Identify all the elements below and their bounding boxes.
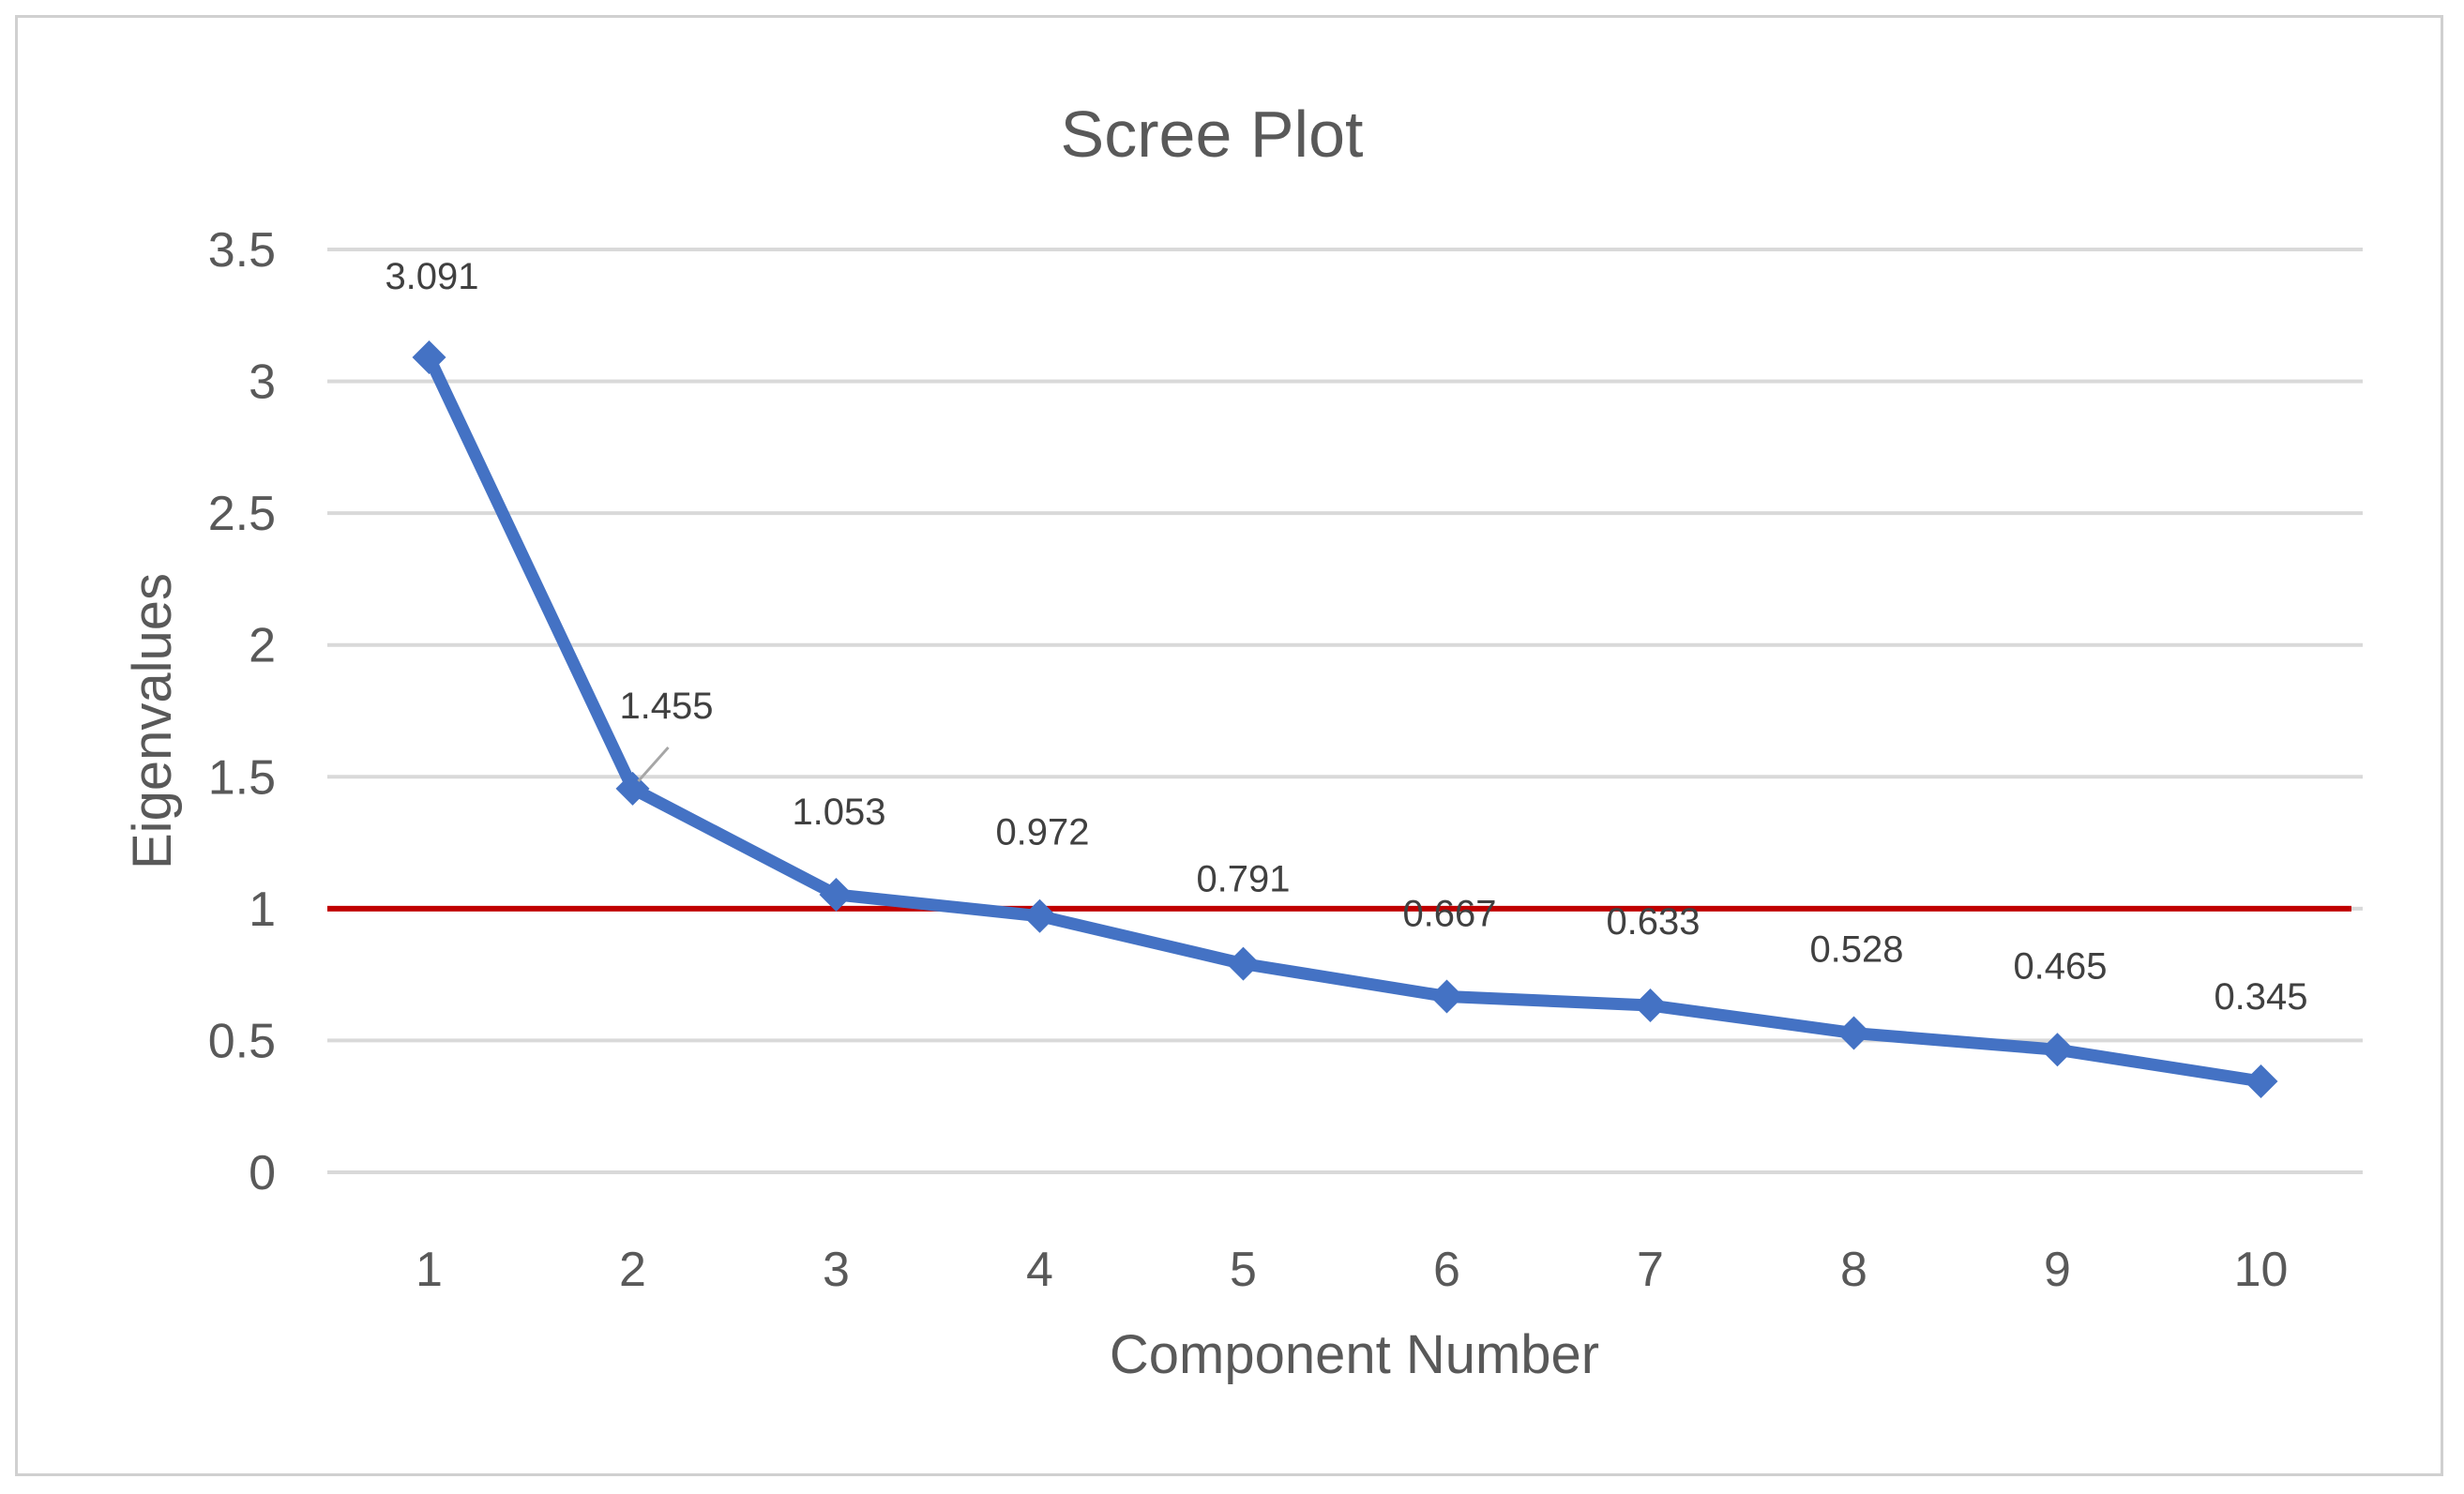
y-tick-label: 0.5 <box>208 1014 276 1068</box>
y-tick-label: 3 <box>249 355 276 410</box>
y-axis-title: Eigenvalues <box>122 573 183 869</box>
data-label: 3.091 <box>385 256 478 297</box>
x-tick-label: 1 <box>416 1243 443 1297</box>
x-tick-label: 4 <box>1026 1243 1053 1297</box>
x-tick-label: 6 <box>1433 1243 1460 1297</box>
data-point-marker <box>1837 1016 1871 1050</box>
y-tick-label: 1.5 <box>208 750 276 805</box>
data-label: 0.345 <box>2214 976 2307 1018</box>
chart-title: Scree Plot <box>1061 98 1364 171</box>
x-tick-label: 10 <box>2234 1243 2289 1297</box>
data-label-leader-line <box>637 746 670 782</box>
x-tick-label: 2 <box>619 1243 646 1297</box>
data-label: 1.455 <box>619 686 713 727</box>
data-label: 0.528 <box>1809 929 1903 971</box>
y-axis-ticks: 0 0.5 1 1.5 2 2.5 3 3.5 <box>208 223 276 1200</box>
data-label: 0.667 <box>1402 893 1496 934</box>
x-tick-label: 9 <box>2044 1243 2071 1297</box>
x-tick-label: 7 <box>1637 1243 1664 1297</box>
chart-frame: 0 0.5 1 1.5 2 2.5 3 3.5 1 2 3 4 5 6 7 8 9 10 3.091 1.455 1… <box>15 15 2443 1476</box>
data-labels: 3.091 1.455 1.053 0.972 0.791 0.667 0.633 0.528… <box>385 256 2307 1018</box>
data-point-marker <box>2040 1033 2075 1067</box>
data-point-marker <box>819 877 854 912</box>
y-tick-label: 2.5 <box>208 487 276 541</box>
scree-plot-chart: 0 0.5 1 1.5 2 2.5 3 3.5 1 2 3 4 5 6 7 8 9 10 3.091 1.455 1… <box>122 98 2363 1385</box>
x-tick-label: 5 <box>1230 1243 1257 1297</box>
data-point-marker <box>615 771 650 806</box>
data-point-marker <box>1633 988 1668 1023</box>
data-label: 0.633 <box>1606 901 1700 943</box>
x-axis-ticks: 1 2 3 4 5 6 7 8 9 10 <box>416 1243 2288 1297</box>
data-point-marker <box>1429 979 1464 1014</box>
data-point-marker <box>2244 1064 2278 1099</box>
x-tick-label: 3 <box>823 1243 850 1297</box>
x-axis-title: Component Number <box>1110 1324 1599 1385</box>
data-label: 0.972 <box>995 812 1089 853</box>
series-line <box>423 351 2267 1088</box>
data-point-marker <box>1226 946 1261 981</box>
x-tick-label: 8 <box>1840 1243 1867 1297</box>
y-tick-label: 3.5 <box>208 223 276 278</box>
data-label: 1.053 <box>792 792 885 833</box>
data-label: 0.791 <box>1196 859 1290 900</box>
data-point-marker <box>412 340 446 374</box>
y-tick-label: 2 <box>249 619 276 673</box>
data-point-marker <box>1022 898 1057 933</box>
series-group <box>412 340 2278 1099</box>
y-tick-label: 0 <box>249 1146 276 1200</box>
y-tick-label: 1 <box>249 883 276 937</box>
data-label: 0.465 <box>2013 945 2107 987</box>
